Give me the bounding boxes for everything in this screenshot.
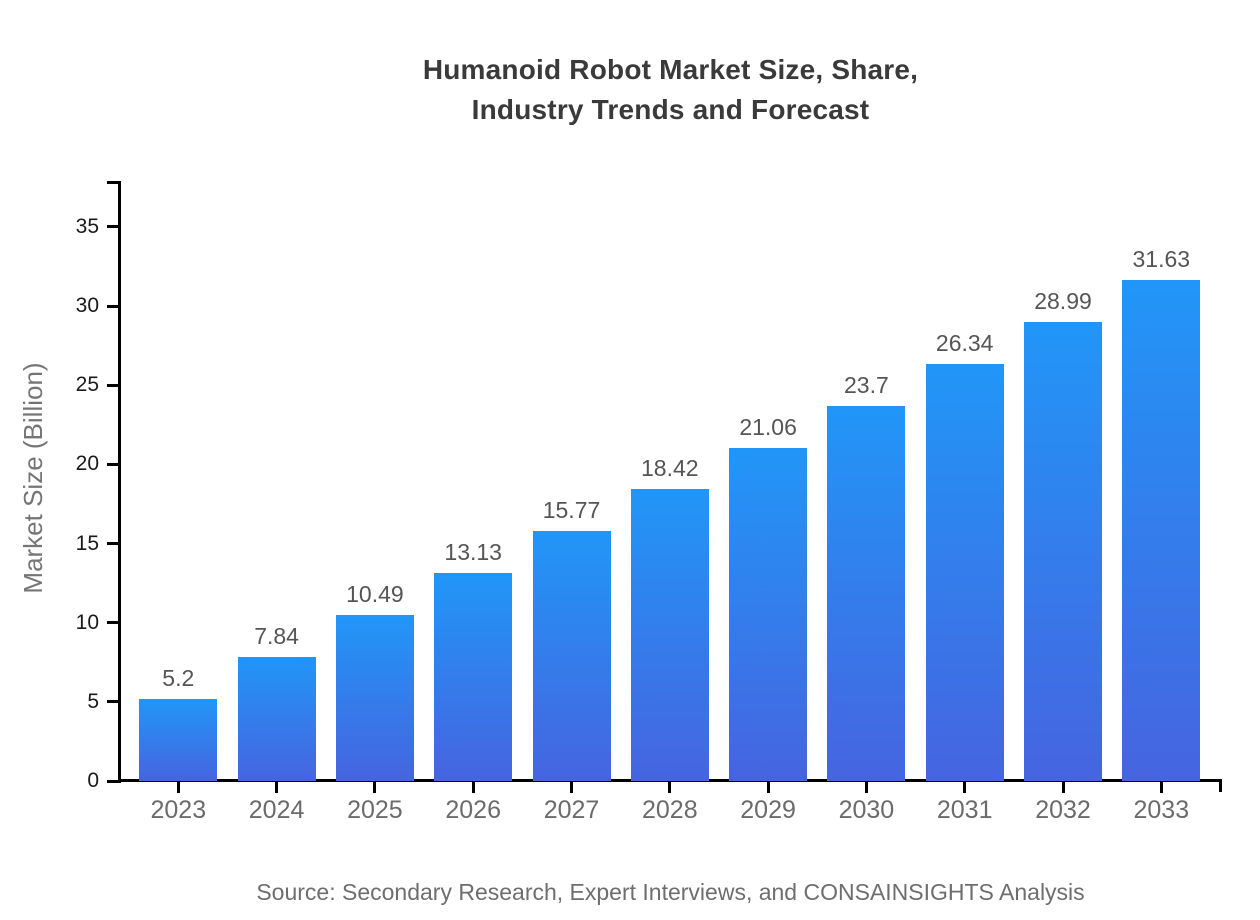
bar-2027 xyxy=(532,531,611,781)
y-tick xyxy=(107,304,119,308)
y-tick-label: 20 xyxy=(75,452,99,476)
x-tick xyxy=(963,782,967,793)
source-note: Source: Secondary Research, Expert Inter… xyxy=(256,879,1085,905)
y-tick xyxy=(107,462,119,466)
x-tick xyxy=(766,782,770,793)
y-tick-label: 25 xyxy=(75,373,99,397)
chart-title-line2: Industry Trends and Forecast xyxy=(471,94,870,125)
x-tick xyxy=(570,782,573,793)
bar-value-label: 23.7 xyxy=(844,371,889,398)
x-tick xyxy=(373,782,377,793)
chart-title: Humanoid Robot Market Size, Share, Indus… xyxy=(120,50,1221,130)
chart-title-line1: Humanoid Robot Market Size, Share, xyxy=(422,54,919,85)
bar-2023 xyxy=(139,698,218,781)
x-tick xyxy=(668,782,672,793)
y-axis-line xyxy=(118,181,121,783)
y-tick xyxy=(107,383,119,387)
bar-2028 xyxy=(630,489,709,781)
bar-value-label: 15.77 xyxy=(542,497,601,524)
bar-value-label: 10.49 xyxy=(346,580,404,607)
bar-2029 xyxy=(729,447,808,781)
x-tick-label: 2028 xyxy=(641,796,698,824)
bar-value-label: 26.34 xyxy=(935,330,994,356)
x-tick-label: 2023 xyxy=(150,796,207,824)
x-tick-label: 2027 xyxy=(543,796,600,824)
y-axis-end-cap xyxy=(107,181,121,184)
y-tick-label: 0 xyxy=(87,769,99,792)
bar-value-label: 13.13 xyxy=(444,539,502,566)
x-axis-end-cap xyxy=(1219,779,1222,792)
y-tick-label: 15 xyxy=(75,531,99,555)
bar-2033 xyxy=(1122,280,1201,781)
bar-2031 xyxy=(925,364,1004,781)
x-tick-label: 2030 xyxy=(838,796,895,824)
y-tick-label: 30 xyxy=(75,294,99,318)
bar-value-label: 7.84 xyxy=(254,622,299,649)
bar-value-label: 5.2 xyxy=(162,664,195,691)
x-tick-label: 2024 xyxy=(248,796,305,824)
x-tick xyxy=(1159,782,1163,793)
y-tick xyxy=(107,542,119,546)
bar-2030 xyxy=(827,405,906,781)
x-tick xyxy=(176,782,180,793)
y-tick xyxy=(107,700,119,704)
x-tick-label: 2033 xyxy=(1133,796,1190,824)
x-tick xyxy=(864,782,868,793)
x-tick-label: 2032 xyxy=(1035,796,1091,824)
x-tick-label: 2026 xyxy=(445,796,501,824)
x-tick xyxy=(275,782,279,793)
y-tick-label: 10 xyxy=(75,610,99,634)
bar-2026 xyxy=(434,573,513,781)
bar-2024 xyxy=(237,656,316,781)
bar-value-label: 21.06 xyxy=(739,413,797,440)
bar-value-label: 31.63 xyxy=(1132,246,1191,273)
y-tick xyxy=(107,621,119,625)
y-tick xyxy=(107,779,119,783)
bar-2032 xyxy=(1024,322,1102,781)
y-tick-label: 5 xyxy=(87,689,99,713)
bar-value-label: 28.99 xyxy=(1034,288,1092,315)
bar-2025 xyxy=(335,614,414,781)
x-tick xyxy=(1061,782,1065,793)
bar-value-label: 18.42 xyxy=(641,455,699,482)
y-tick xyxy=(107,225,119,229)
x-tick-label: 2031 xyxy=(936,796,993,824)
y-tick-label: 35 xyxy=(75,214,99,238)
x-tick-label: 2029 xyxy=(740,796,796,824)
x-tick-label: 2025 xyxy=(347,796,403,824)
x-tick xyxy=(471,782,475,793)
